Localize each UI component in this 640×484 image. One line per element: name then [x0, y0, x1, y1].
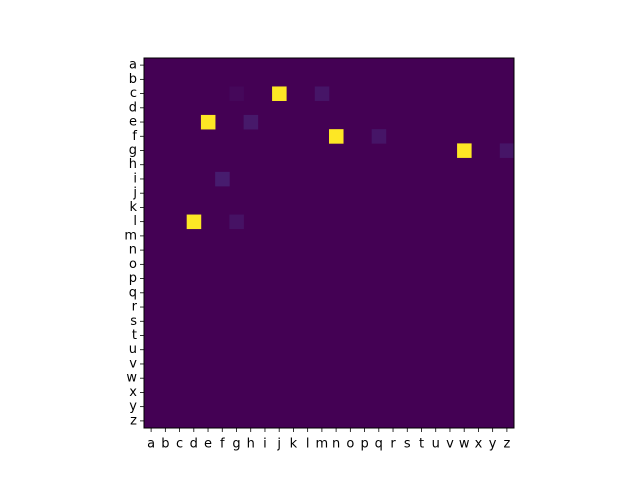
x-tick-label: z — [503, 437, 510, 452]
heatmap-cell-g-z — [499, 143, 515, 158]
y-tick-label: r — [132, 300, 138, 315]
heatmap-cell-g-w — [457, 143, 472, 158]
y-tick-label: z — [130, 413, 137, 428]
plot-frame — [143, 57, 515, 429]
heatmap-cell-l-d — [186, 214, 202, 230]
y-tick-label: l — [133, 214, 137, 229]
heatmap-cell-e-h — [243, 114, 259, 130]
x-tick-label: o — [346, 437, 354, 452]
y-tick-label: j — [132, 186, 137, 201]
y-tick-label: b — [129, 72, 137, 87]
x-tick-label: i — [263, 437, 267, 452]
y-tick-label: o — [129, 257, 137, 272]
y-tick-label: k — [129, 200, 137, 215]
heatmap-background — [144, 58, 514, 428]
heatmap-cell-f-q — [371, 129, 387, 144]
y-tick-label: w — [126, 371, 137, 386]
x-tick-label: u — [432, 437, 440, 452]
heatmap-cell-c-m — [314, 86, 330, 101]
x-tick-label: k — [290, 437, 298, 452]
y-tick-label: m — [124, 228, 137, 243]
y-tick-label: c — [130, 86, 137, 101]
heatmap-cell-c-j — [272, 86, 287, 101]
heatmap-cell-e-e — [200, 114, 216, 130]
x-tick-label: j — [276, 437, 281, 452]
y-tick-label: s — [130, 314, 137, 329]
y-tick-label: d — [129, 100, 137, 115]
heatmap-cell-c-g — [229, 86, 244, 101]
x-tick-label: x — [475, 437, 483, 452]
x-tick-label: l — [306, 437, 310, 452]
heatmap-cells — [144, 58, 515, 428]
x-tick-label: v — [446, 437, 454, 452]
x-tick-label: h — [247, 437, 255, 452]
y-tick-label: e — [129, 115, 137, 130]
x-tick-label: s — [404, 437, 411, 452]
y-tick-label: u — [129, 342, 137, 357]
x-tick-label: g — [232, 437, 240, 452]
y-tick-label: y — [129, 399, 137, 414]
x-tick-label: q — [375, 437, 383, 452]
y-tick-label: v — [129, 356, 137, 371]
y-tick-label: i — [133, 171, 137, 186]
y-tick-label: g — [129, 143, 137, 158]
x-tick-label: m — [316, 437, 329, 452]
x-tick-label: n — [332, 437, 340, 452]
x-tick-label: p — [360, 437, 368, 452]
x-tick-label: r — [390, 437, 396, 452]
x-tick-label: w — [459, 437, 470, 452]
x-tick-label: c — [176, 437, 183, 452]
x-tick-label: y — [489, 437, 497, 452]
y-tick-label: h — [129, 157, 137, 172]
x-tick-label: f — [220, 437, 225, 452]
y-tick-label: a — [129, 58, 137, 73]
y-tick-label: p — [129, 271, 137, 286]
heatmap-cell-l-g — [229, 214, 244, 230]
y-tick-label: n — [129, 243, 137, 258]
x-tick-label: e — [204, 437, 212, 452]
y-tick-label: f — [132, 129, 137, 144]
y-tick-label: x — [129, 385, 137, 400]
x-tick-label: t — [419, 437, 424, 452]
heatmap-cell-f-n — [329, 129, 344, 144]
y-tick-label: q — [129, 285, 137, 300]
y-tick-label: t — [132, 328, 137, 343]
x-tick-label: d — [190, 437, 198, 452]
heatmap-cell-i-f — [215, 171, 230, 187]
x-tick-label: b — [161, 437, 169, 452]
x-tick-label: a — [147, 437, 155, 452]
